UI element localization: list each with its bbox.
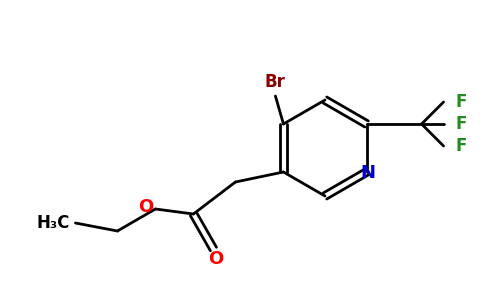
Text: F: F xyxy=(455,93,467,111)
Text: H₃C: H₃C xyxy=(36,214,69,232)
Text: F: F xyxy=(455,115,467,133)
Text: F: F xyxy=(455,137,467,155)
Text: Br: Br xyxy=(265,73,286,91)
Text: O: O xyxy=(208,250,223,268)
Text: N: N xyxy=(360,164,375,182)
Text: O: O xyxy=(138,198,153,216)
